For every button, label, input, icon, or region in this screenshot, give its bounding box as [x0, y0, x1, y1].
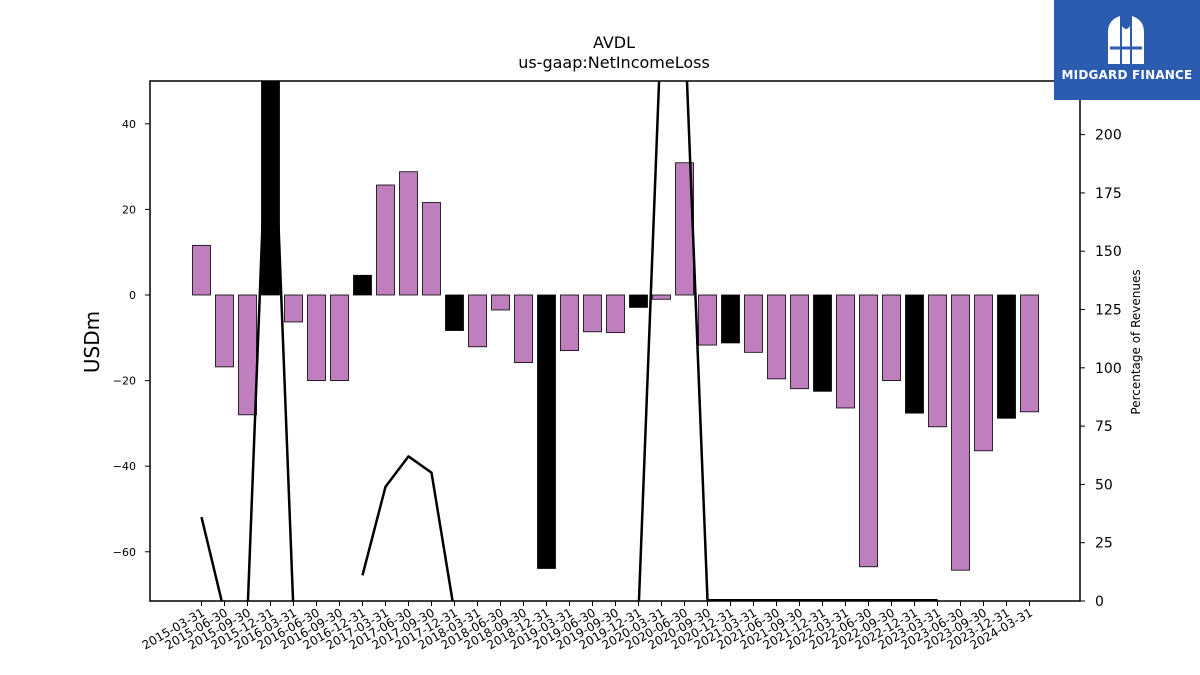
bar-2022-09-30: [882, 294, 901, 381]
y2-tick-label: 175: [1095, 186, 1122, 202]
y2-tick-label: 50: [1095, 477, 1113, 493]
bar-2021-12-31: [813, 294, 832, 392]
y2-tick-label: 150: [1095, 244, 1122, 260]
bar-2017-12-31: [445, 294, 464, 331]
revenue-percentage-line: [361, 455, 454, 601]
left-axis: −60 −40 −20 0 20 40: [113, 118, 150, 559]
y-tick-label: −20: [113, 375, 136, 388]
bar-2022-12-31: [905, 294, 924, 414]
bar-2015-06-30: [215, 294, 234, 368]
bar-2016-03-31: [284, 294, 303, 323]
bar-2022-06-30: [859, 294, 878, 568]
chart-title: AVDL: [593, 33, 635, 52]
bar-2024-03-31: [1020, 294, 1039, 413]
y2-tick-label: 125: [1095, 303, 1122, 319]
bar-2023-09-30: [974, 294, 993, 452]
bar-2023-03-31: [928, 294, 947, 428]
bar-2023-12-31: [997, 294, 1016, 419]
bar-2017-03-31: [376, 184, 395, 296]
right-axis: 0 25 50 75 100 125 150 175 200: [1080, 128, 1122, 610]
bar-2015-09-30: [238, 294, 257, 416]
bar-2016-12-31: [353, 274, 372, 296]
bar-2021-03-31: [744, 294, 763, 353]
bar-2020-09-30: [698, 294, 717, 346]
bar-2019-03-31: [560, 294, 579, 352]
y-tick-label: 0: [129, 289, 136, 302]
y2-tick-label: 25: [1095, 536, 1113, 552]
bar-2021-09-30: [790, 294, 809, 390]
y2-tick-label: 75: [1095, 419, 1113, 435]
y2-tick-label: 0: [1095, 594, 1104, 610]
bar-2020-12-31: [721, 294, 740, 344]
bar-2018-06-30: [491, 294, 510, 311]
logo: MIDGARD FINANCE: [1054, 0, 1200, 100]
bar-2021-06-30: [767, 294, 786, 380]
y-tick-label: −60: [113, 546, 136, 559]
bar-2018-03-31: [468, 294, 487, 348]
bar-2020-03-31: [652, 294, 671, 300]
bar-2019-09-30: [606, 294, 625, 334]
bar-2023-06-30: [951, 294, 970, 571]
bottom-axis: 2015-03-312015-06-302015-09-302015-12-31…: [140, 601, 1035, 652]
y2-tick-label: 200: [1095, 128, 1122, 144]
bar-2017-06-30: [399, 171, 418, 296]
chart-subtitle: us-gaap:NetIncomeLoss: [518, 53, 710, 72]
y-tick-label: 40: [122, 118, 136, 131]
bar-layer: [192, 81, 1039, 571]
logo-text: MIDGARD FINANCE: [1061, 68, 1193, 82]
bar-2015-03-31: [192, 244, 211, 296]
bar-2017-09-30: [422, 202, 441, 296]
bar-2019-06-30: [583, 294, 602, 333]
bar-2018-09-30: [514, 294, 533, 364]
y-axis-label: USDm: [80, 311, 104, 373]
logo-mark-icon: [1108, 16, 1144, 64]
y2-tick-label: 100: [1095, 361, 1122, 377]
bar-2022-03-31: [836, 294, 855, 409]
y-tick-label: −40: [113, 460, 136, 473]
y2-axis-label: Percentage of Revenues: [1129, 269, 1143, 414]
revenue-percentage-line: [200, 81, 295, 601]
bar-2016-09-30: [330, 294, 349, 381]
bar-2019-12-31: [629, 294, 648, 308]
bar-2016-06-30: [307, 294, 326, 381]
bar-2018-12-31: [537, 294, 556, 569]
y-tick-label: 20: [122, 203, 136, 216]
